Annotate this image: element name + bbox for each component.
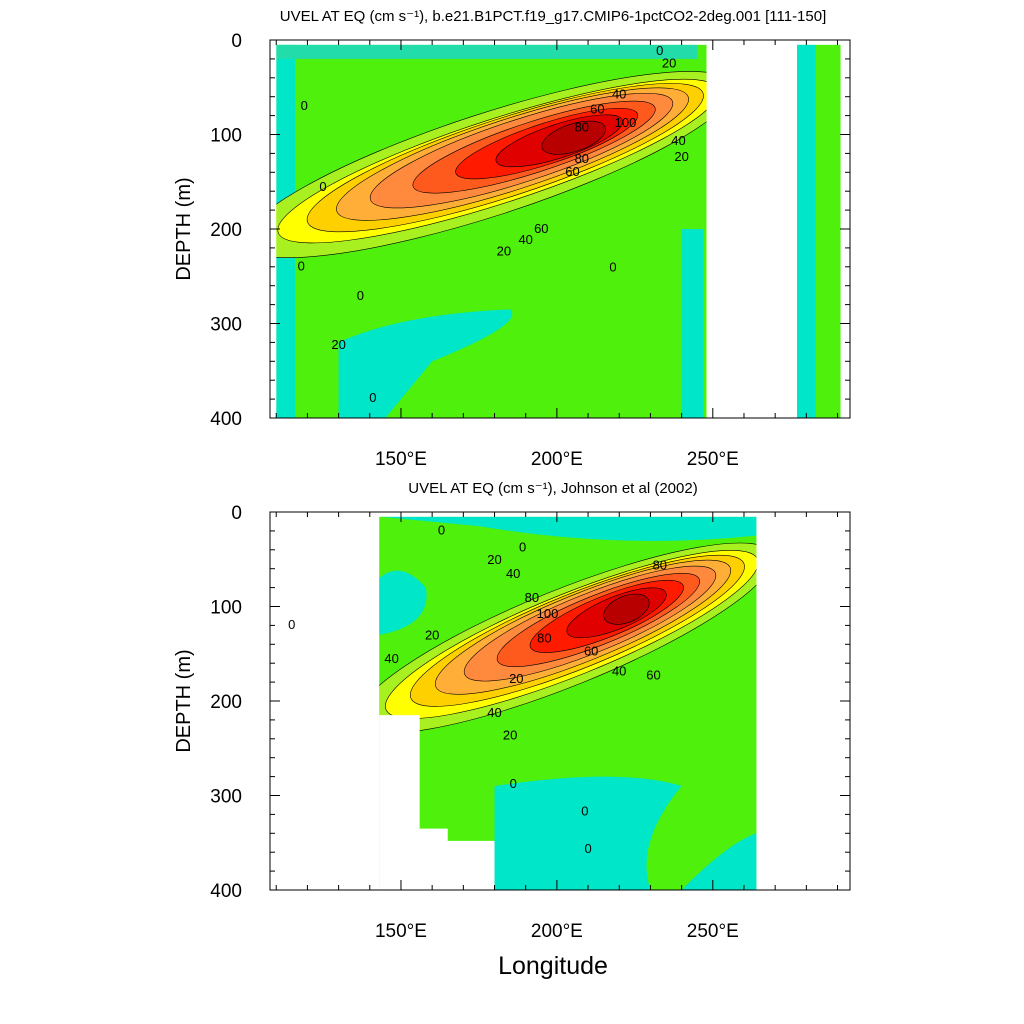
contour-label: 40 — [487, 705, 501, 720]
contour-label: 40 — [506, 566, 520, 581]
field-negative-west — [379, 570, 427, 635]
ylabel-observation: DEPTH (m) — [173, 649, 195, 752]
ytick-label: 200 — [210, 220, 242, 241]
xtick-label: 150°E — [375, 921, 427, 942]
missing-data — [756, 512, 850, 890]
contour-label: 0 — [357, 288, 364, 303]
ytick-label: 200 — [210, 692, 242, 713]
ytick-label: 100 — [210, 598, 242, 619]
title-model: UVEL AT EQ (cm s⁻¹), b.e21.B1PCT.f19_g17… — [280, 8, 827, 25]
contour-label: 0 — [510, 776, 517, 791]
missing-data — [276, 40, 841, 45]
xtick-label: 250°E — [687, 449, 739, 470]
contour-label: 0 — [656, 43, 663, 58]
ytick-label: 0 — [231, 31, 242, 52]
contour-label: 0 — [298, 259, 305, 274]
ytick-label: 0 — [231, 503, 242, 524]
missing-data — [706, 40, 797, 418]
contour-label: 80 — [653, 558, 667, 573]
contour-label: 0 — [581, 803, 588, 818]
field-negative-far-east — [796, 44, 816, 418]
missing-data — [270, 512, 380, 890]
contour-label: 80 — [525, 590, 539, 605]
xlabel-longitude: Longitude — [498, 952, 608, 980]
contour-label: 0 — [369, 390, 376, 405]
contour-label: 100 — [537, 606, 559, 621]
contour-label: 20 — [331, 337, 345, 352]
missing-data — [270, 512, 850, 517]
contour-label: 20 — [497, 244, 511, 259]
contour-label: 40 — [612, 87, 626, 102]
contour-label: 80 — [575, 151, 589, 166]
contour-band — [541, 120, 606, 155]
field-negative-surface — [379, 516, 757, 541]
contour-label: 0 — [319, 179, 326, 194]
contour-label: 40 — [518, 232, 532, 247]
contour-label: 0 — [584, 841, 591, 856]
contour-label: 20 — [662, 55, 676, 70]
ytick-label: 300 — [210, 315, 242, 336]
contour-field-model — [270, 40, 850, 418]
contour-label: 20 — [503, 728, 517, 743]
title-observation: UVEL AT EQ (cm s⁻¹), Johnson et al (2002… — [408, 480, 697, 497]
field-negative-patch — [338, 309, 513, 418]
missing-data — [379, 715, 495, 890]
contour-label: 0 — [288, 617, 295, 632]
panel-observation: UVEL AT EQ (cm s⁻¹), Johnson et al (2002… — [173, 480, 851, 942]
contour-label: 40 — [612, 664, 626, 679]
contour-label: 0 — [609, 260, 616, 275]
ytick-label: 400 — [210, 881, 242, 902]
ytick-label: 400 — [210, 409, 242, 430]
contour-label: 20 — [509, 671, 523, 686]
contour-label: 80 — [575, 120, 589, 135]
contour-label: 80 — [537, 630, 551, 645]
contour-label: 0 — [301, 98, 308, 113]
xtick-label: 200°E — [531, 449, 583, 470]
ytick-label: 100 — [210, 126, 242, 147]
contour-label: 100 — [615, 115, 637, 130]
contour-label: 60 — [646, 667, 660, 682]
contour-label: 0 — [438, 523, 445, 538]
contour-label: 40 — [671, 133, 685, 148]
ytick-label: 300 — [210, 787, 242, 808]
xtick-label: 250°E — [687, 921, 739, 942]
contour-label: 20 — [425, 628, 439, 643]
panel-model: UVEL AT EQ (cm s⁻¹), b.e21.B1PCT.f19_g17… — [173, 8, 851, 470]
field-negative-deep — [494, 776, 682, 890]
field-surface — [276, 44, 698, 59]
xtick-label: 200°E — [531, 921, 583, 942]
contour-label: 60 — [565, 164, 579, 179]
contour-label: 60 — [584, 644, 598, 659]
ylabel-model: DEPTH (m) — [173, 177, 195, 280]
contour-label: 20 — [487, 552, 501, 567]
xtick-label: 150°E — [375, 449, 427, 470]
contour-band — [603, 593, 650, 625]
contour-label: 60 — [590, 102, 604, 117]
contour-label: 0 — [519, 540, 526, 555]
contour-label: 40 — [384, 651, 398, 666]
contour-label: 60 — [534, 221, 548, 236]
field-negative-deep-east — [681, 833, 757, 890]
contour-field-observation — [270, 512, 850, 890]
field-negative-east — [681, 229, 704, 418]
contour-label: 20 — [674, 149, 688, 164]
